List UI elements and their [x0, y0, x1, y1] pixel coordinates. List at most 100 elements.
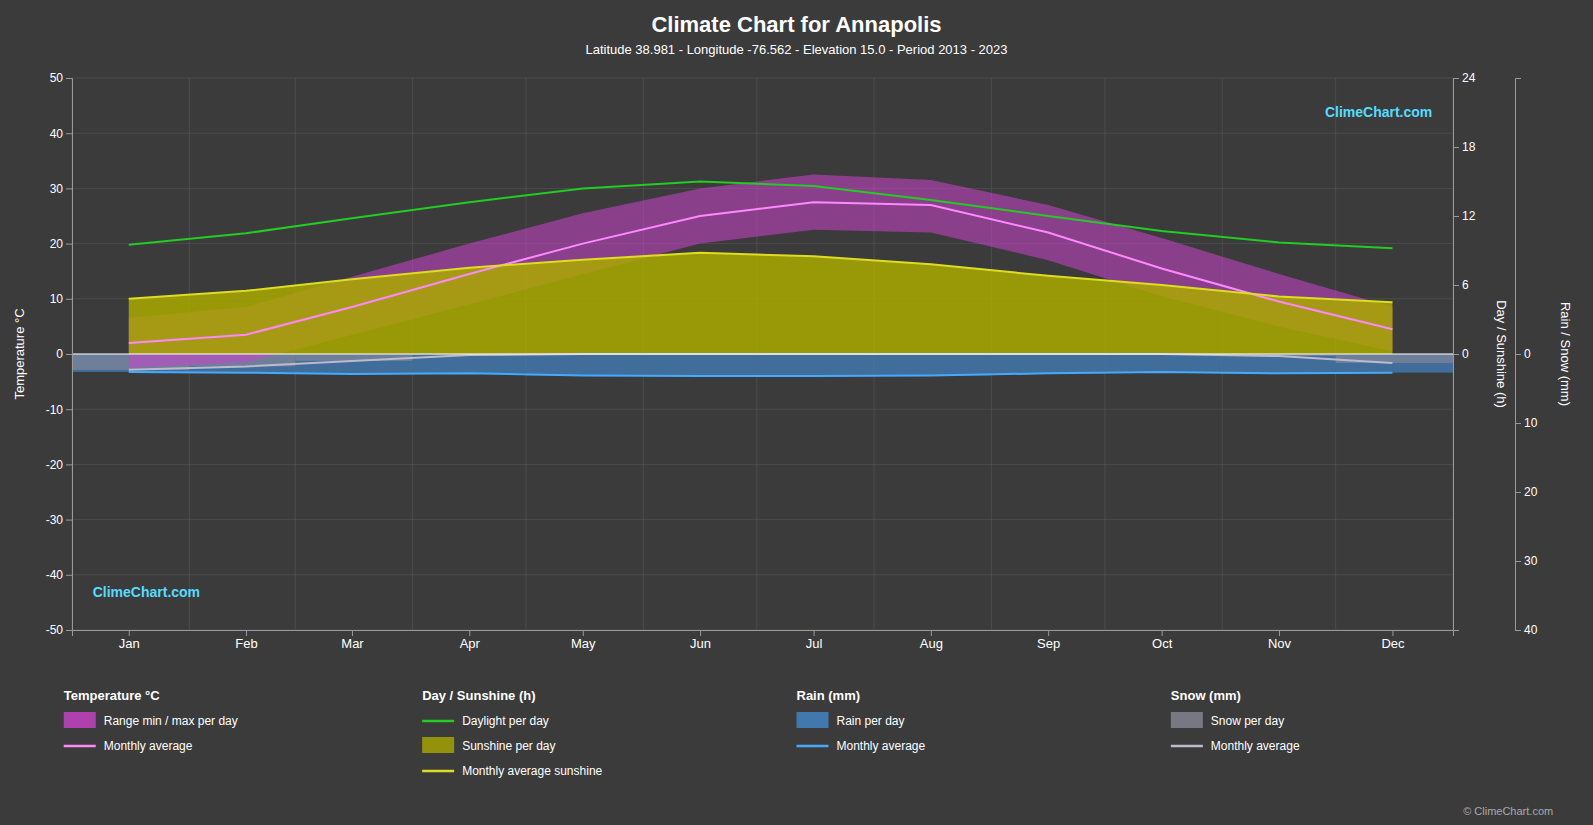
tick-mark [1515, 561, 1521, 562]
bar [643, 354, 757, 376]
tick-mark [814, 630, 815, 636]
legend-group-title: Rain (mm) [797, 688, 861, 703]
bar [1105, 354, 1222, 372]
bar [1336, 354, 1453, 363]
bar [991, 354, 1105, 373]
line [129, 182, 1393, 249]
tick: Oct [1152, 630, 1173, 651]
tick-label: Aug [920, 636, 943, 651]
marks [72, 175, 1453, 376]
bar [874, 354, 991, 375]
tick-mark [1048, 630, 1049, 636]
axis-line [1454, 79, 1460, 631]
plot: JanFebMarAprMayJunJulAugSepOctNovDec-50-… [12, 71, 1573, 651]
grid-line-y [72, 409, 1453, 410]
tick: 20 [1515, 485, 1538, 499]
tick-label: -20 [46, 458, 64, 472]
tick: 30 [1515, 554, 1538, 568]
tick-mark [66, 520, 72, 521]
tick: Jan [119, 630, 140, 651]
tick-mark [1453, 285, 1459, 286]
tick-mark [246, 630, 247, 636]
legend-label: Rain per day [837, 714, 905, 728]
tick-mark [1515, 354, 1521, 355]
tick: 24 [1453, 71, 1476, 85]
tick-label: 20 [50, 237, 64, 251]
tick: Nov [1268, 630, 1292, 651]
tick-label: -40 [46, 568, 64, 582]
tick-mark [1162, 630, 1163, 636]
tick: May [571, 630, 596, 651]
tick-mark [1453, 78, 1459, 79]
tick: Mar [341, 630, 364, 651]
line [129, 372, 1393, 376]
tick: 18 [1453, 140, 1476, 154]
grid-line-y [72, 354, 1453, 355]
tick-mark [1515, 492, 1521, 493]
tick-mark [1453, 216, 1459, 217]
tick-label: -30 [46, 513, 64, 527]
legend-label: Sunshine per day [462, 739, 555, 753]
tick-mark [66, 464, 72, 465]
tick-label: Mar [341, 636, 364, 651]
legend-swatch [797, 745, 829, 748]
tick: -50 [46, 623, 72, 637]
tick-label: 30 [1524, 554, 1538, 568]
annotation: ClimeChart.com [93, 584, 200, 600]
grid-line-y [72, 243, 1453, 244]
axis-line [73, 631, 1454, 637]
tick-label: 0 [1524, 347, 1531, 361]
legend-swatch [64, 745, 96, 748]
tick-label: Sep [1037, 636, 1060, 651]
tick: -10 [46, 403, 72, 417]
title: Climate Chart for Annapolis [651, 12, 941, 37]
legend-group-title: Temperature °C [64, 688, 161, 703]
tick-label: Oct [1152, 636, 1173, 651]
tick: 10 [1515, 416, 1538, 430]
tick-label: 30 [50, 182, 64, 196]
tick-mark [66, 409, 72, 410]
tick-label: 10 [1524, 416, 1538, 430]
line [129, 253, 1393, 302]
tick-mark [1515, 630, 1521, 631]
tick-mark [66, 78, 72, 79]
tick-mark [469, 630, 470, 636]
tick-label: Jun [690, 636, 711, 651]
tick-mark [700, 630, 701, 636]
tick-label: Jan [119, 636, 140, 651]
tick-label: 0 [56, 347, 63, 361]
tick-label: 18 [1462, 140, 1476, 154]
legend-swatch [1171, 712, 1203, 728]
tick-label: 6 [1462, 278, 1469, 292]
tick: -20 [46, 458, 72, 472]
legend-swatch [422, 737, 454, 753]
legend-label: Range min / max per day [104, 714, 238, 728]
legend-label: Daylight per day [462, 714, 549, 728]
y-axis: -50-40-30-20-1001020304050 [46, 71, 73, 637]
y3-axis-title: Rain / Snow (mm) [1558, 302, 1573, 406]
tick-label: 10 [50, 292, 64, 306]
tick: Apr [460, 630, 481, 651]
tick-mark [352, 630, 353, 636]
tick: 30 [50, 182, 72, 196]
legend-swatch [422, 720, 454, 723]
bar [526, 354, 643, 375]
tick: 40 [50, 127, 72, 141]
tick-mark [1515, 423, 1521, 424]
y2-axis-title: Day / Sunshine (h) [1494, 300, 1509, 408]
tick: Jun [690, 630, 711, 651]
tick-mark [66, 575, 72, 576]
tick-label: Apr [460, 636, 481, 651]
grid-line-y [72, 519, 1453, 520]
tick: Aug [920, 630, 943, 651]
legend-swatch [797, 712, 829, 728]
legend-label: Monthly average [1211, 739, 1300, 753]
grid-line-y [72, 464, 1453, 465]
tick: Dec [1381, 630, 1405, 651]
annotation: © ClimeChart.com [1463, 805, 1553, 817]
tick-mark [1279, 630, 1280, 636]
grid-line-y [72, 133, 1453, 134]
tick-mark [1453, 147, 1459, 148]
y2-axis: 06121824 [1453, 71, 1476, 630]
tick-mark [1392, 630, 1393, 636]
